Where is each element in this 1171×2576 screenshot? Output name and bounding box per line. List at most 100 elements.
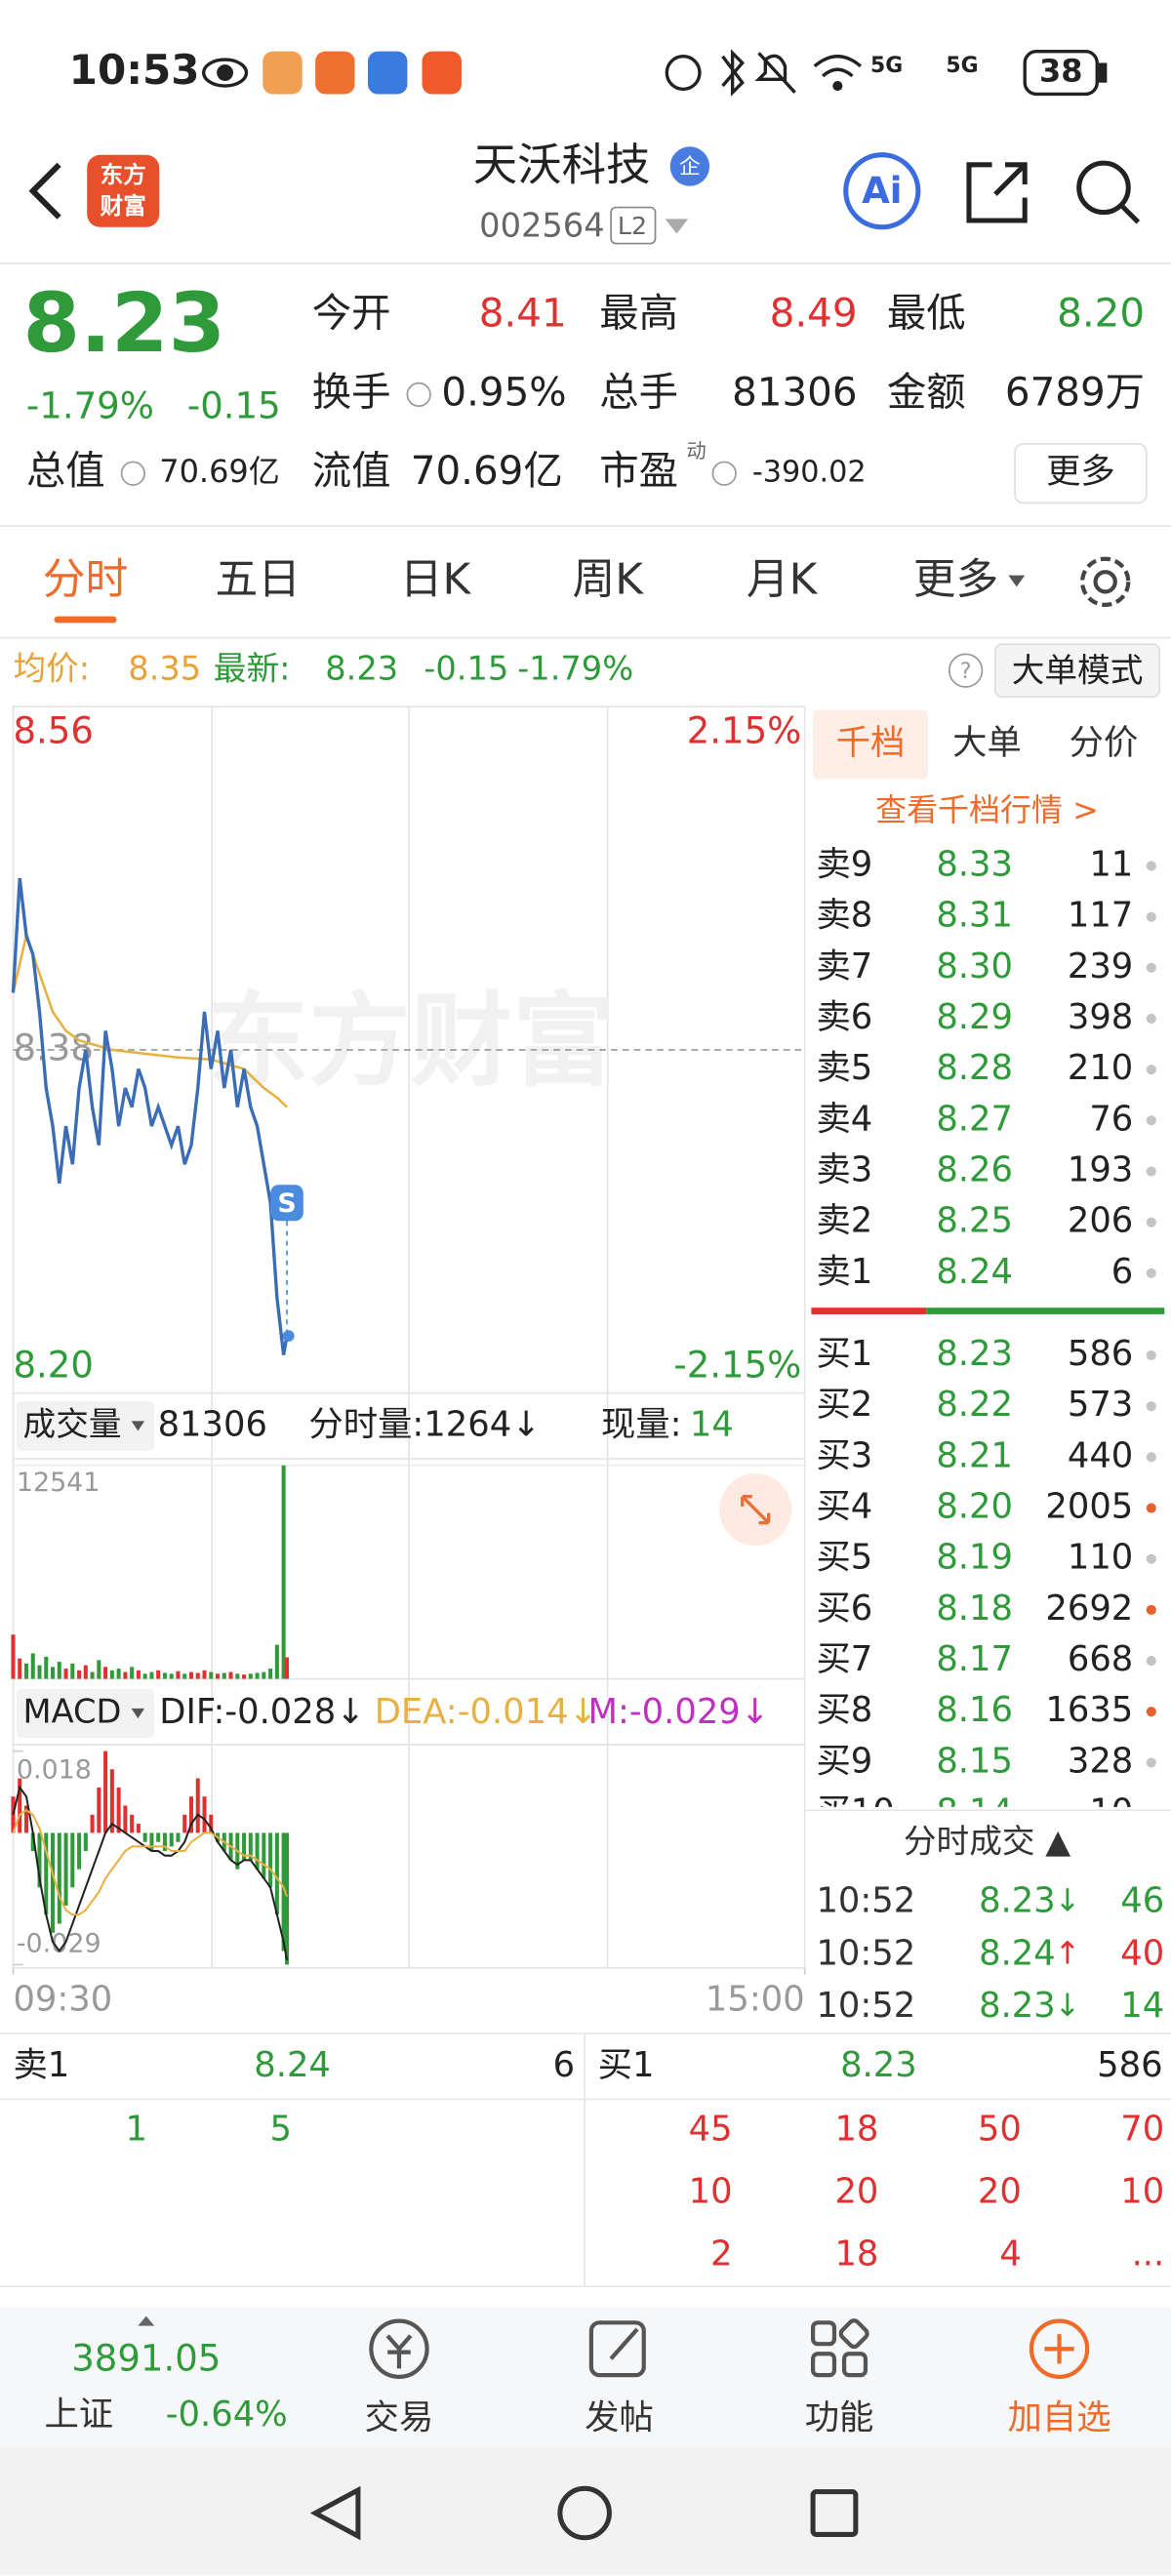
book-label: 卖9 <box>816 844 872 884</box>
dropdown <box>131 1708 145 1718</box>
volume-bar <box>176 1670 181 1679</box>
nav-item[interactable]: 交易 <box>365 2398 434 2438</box>
ai-button[interactable] <box>843 152 921 230</box>
system-buttons[interactable] <box>309 2485 859 2541</box>
book-dot <box>1146 1217 1156 1228</box>
book-price: 8.25 <box>936 1201 1013 1241</box>
book-volume: 2005 <box>1045 1487 1133 1527</box>
level-price: 8.23 <box>840 2045 917 2085</box>
book-price: 8.28 <box>936 1048 1013 1088</box>
volume-bar <box>130 1667 135 1679</box>
field-label: 最高 <box>599 291 678 337</box>
book-label: 买2 <box>816 1385 872 1425</box>
book-dot <box>1146 1166 1156 1177</box>
macd-bar <box>18 1778 22 1833</box>
macd-selector[interactable] <box>16 1688 155 1739</box>
book-label: 卖8 <box>816 896 872 936</box>
volume-bar <box>284 1657 290 1679</box>
book-dot <box>1146 911 1156 922</box>
trade-price: 8.24 <box>979 1933 1056 1973</box>
back-button[interactable] <box>28 162 61 220</box>
logo-text: 财富 <box>101 192 146 220</box>
settings-button[interactable] <box>1080 556 1131 607</box>
volume-bar <box>70 1663 75 1679</box>
book-label: 买4 <box>816 1487 872 1527</box>
book-label: 买3 <box>816 1435 872 1475</box>
badge-bg <box>669 146 710 186</box>
index-arrow <box>138 2315 155 2326</box>
book-tab[interactable]: 分价 <box>1070 723 1139 763</box>
help-icon[interactable] <box>948 653 984 688</box>
field-label: 今开 <box>312 291 391 337</box>
field-value: 8.49 <box>770 291 858 337</box>
level: L2 <box>618 212 647 240</box>
mode-button[interactable] <box>994 643 1161 698</box>
book-link[interactable]: 查看千档行情 > <box>875 791 1099 828</box>
more-button[interactable] <box>1014 443 1148 504</box>
volume-bar <box>262 1671 266 1679</box>
volume-selector-label[interactable]: 成交量 <box>23 1405 122 1443</box>
more-label[interactable]: 更多 <box>1046 452 1115 492</box>
order-size: 4 <box>999 2234 1021 2274</box>
volume-bar <box>63 1669 68 1679</box>
tab[interactable]: 分时 <box>43 554 129 604</box>
book-volume: 117 <box>1068 896 1133 936</box>
tab[interactable]: 更多 <box>913 554 999 604</box>
share-button[interactable] <box>966 162 1028 223</box>
field-label: 总值 <box>26 448 105 494</box>
level-label: 卖1 <box>13 2045 69 2085</box>
book-tab[interactable]: 大单 <box>952 723 1022 763</box>
volume-bar <box>83 1665 88 1679</box>
book-dot <box>1146 1604 1156 1615</box>
volume-selector[interactable] <box>16 1401 155 1451</box>
tab[interactable]: 五日 <box>215 554 301 604</box>
nav-icons[interactable] <box>369 2318 1090 2379</box>
field-label: 金额 <box>887 369 966 415</box>
volume-bar <box>216 1673 221 1679</box>
y-tick-label: -0.029 <box>17 1929 101 1959</box>
macd-bar <box>44 1832 49 1915</box>
book-price: 8.19 <box>936 1538 1013 1578</box>
tab[interactable]: 月K <box>747 554 819 604</box>
volume-bar <box>209 1671 214 1679</box>
macd-bar <box>30 1832 35 1852</box>
macd-selector-label[interactable]: MACD <box>23 1692 122 1730</box>
trade-arrow: ↑ <box>1055 1934 1081 1971</box>
nav-item[interactable]: 功能 <box>805 2398 874 2438</box>
mode-label[interactable]: 大单模式 <box>1012 651 1144 689</box>
network: 5G <box>946 54 978 78</box>
book-separator-sell <box>811 1308 927 1314</box>
ai-label[interactable]: Ai <box>862 170 902 212</box>
volume-bar <box>103 1667 108 1679</box>
nav-item[interactable]: 加自选 <box>1008 2398 1111 2438</box>
volume-total: 81306 <box>158 1404 267 1444</box>
nav-item[interactable]: 发帖 <box>585 2398 654 2438</box>
latest-label: 最新: <box>214 650 291 688</box>
avg: 8.35 <box>128 650 201 688</box>
dropdown[interactable] <box>665 219 689 234</box>
trade-time: 10:52 <box>816 1986 915 2026</box>
tab[interactable]: 周K <box>572 554 644 604</box>
field-label: 换手 <box>312 369 391 415</box>
avg-label: 均价: <box>13 650 90 688</box>
volume-bar <box>57 1662 61 1679</box>
trade-volume: 46 <box>1120 1880 1164 1920</box>
book-price: 8.20 <box>936 1487 1013 1527</box>
book-dot <box>1146 1655 1156 1667</box>
volume-bar <box>268 1669 273 1679</box>
order-size: 10 <box>689 2171 733 2211</box>
search-button[interactable] <box>1076 160 1141 224</box>
battery: 38 <box>1039 53 1083 90</box>
tab[interactable]: 日K <box>400 554 472 604</box>
trades-title[interactable]: 分时成交 ▲ <box>904 1822 1070 1860</box>
macd-bar <box>70 1832 75 1888</box>
level-price: 8.24 <box>254 2045 331 2085</box>
book-tab-active[interactable] <box>813 709 928 780</box>
volume-bar <box>169 1673 174 1679</box>
trade-price: 8.23 <box>979 1880 1056 1920</box>
book-price: 8.26 <box>936 1150 1013 1190</box>
book-volume: 6 <box>1111 1252 1133 1292</box>
book-tab[interactable]: 千档 <box>836 723 906 763</box>
volume-bar <box>248 1673 253 1679</box>
